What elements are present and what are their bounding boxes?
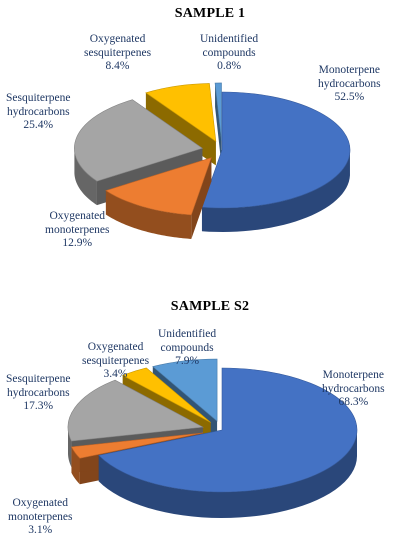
pie-chart-1	[74, 82, 351, 239]
pie-slice-oxygenated-monoterpenes	[105, 157, 212, 239]
slice-label-sesquiterpene-hydrocarbons: Sesquiterpene hydrocarbons 17.3%	[6, 373, 71, 412]
slice-label-oxygenated-monoterpenes: Oxygenated monoterpenes 3.1%	[8, 497, 73, 536]
slice-label-unidentified-compounds: Unidentified compounds 0.8%	[200, 33, 259, 72]
pie-slice-monoterpene-hydrocarbons	[98, 367, 358, 518]
chart-title-sample-1: SAMPLE 1	[174, 6, 246, 21]
slice-label-oxygenated-sesquiterpenes: Oxygenated sesquiterpenes 8.4%	[84, 33, 152, 72]
slice-label-oxygenated-monoterpenes: Oxygenated monoterpenes 12.9%	[45, 210, 110, 249]
slice-label-oxygenated-sesquiterpenes: Oxygenated sesquiterpenes 3.4%	[82, 341, 150, 380]
pie-slice-monoterpene-hydrocarbons	[201, 91, 351, 232]
pie-slice-unidentified-compounds	[214, 82, 222, 165]
slice-label-monoterpene-hydrocarbons: Monoterpene hydrocarbons 68.3%	[322, 369, 385, 408]
pie-chart-2	[67, 358, 358, 518]
slice-label-sesquiterpene-hydrocarbons: Sesquiterpene hydrocarbons 25.4%	[6, 92, 71, 131]
chart-title-sample-s2: SAMPLE S2	[170, 299, 250, 314]
slice-label-monoterpene-hydrocarbons: Monoterpene hydrocarbons 52.5%	[318, 64, 381, 103]
slice-label-unidentified-compounds: Unidentified compounds 7.9%	[158, 328, 217, 367]
